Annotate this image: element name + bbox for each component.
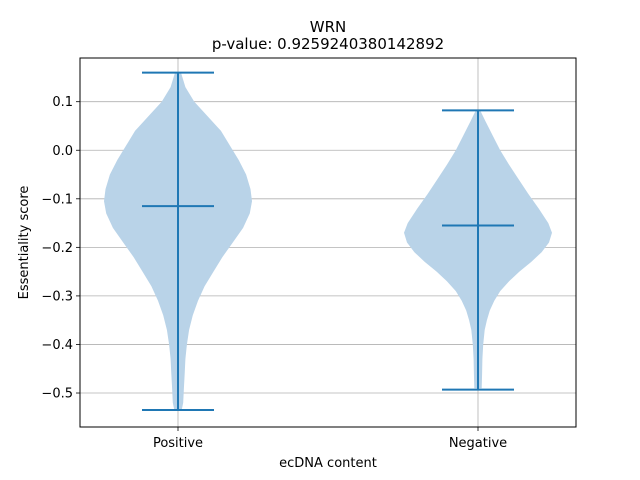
y-axis-label: Essentiality score (17, 186, 32, 300)
y-tick-label: 0.1 (52, 95, 73, 110)
x-tick-label: Positive (153, 436, 203, 451)
x-axis-label: ecDNA content (279, 456, 377, 471)
y-tick-label: −0.3 (41, 289, 73, 304)
x-axis-ticks: Positive Negative (153, 427, 507, 451)
x-tick-label: Negative (449, 436, 507, 451)
plot-frame (79, 57, 577, 428)
y-tick-label: −0.1 (41, 192, 73, 207)
y-tick-label: −0.4 (41, 338, 73, 353)
y-axis-ticks: 0.1 0.0 −0.1 −0.2 −0.3 −0.4 −0.5 (41, 95, 80, 402)
y-tick-label: −0.5 (41, 387, 73, 402)
chart-title: WRN (310, 18, 346, 36)
y-tick-label: 0.0 (52, 144, 73, 159)
violins (104, 71, 552, 412)
chart-subtitle: p-value: 0.9259240380142892 (212, 35, 444, 53)
y-tick-label: −0.2 (41, 241, 73, 256)
